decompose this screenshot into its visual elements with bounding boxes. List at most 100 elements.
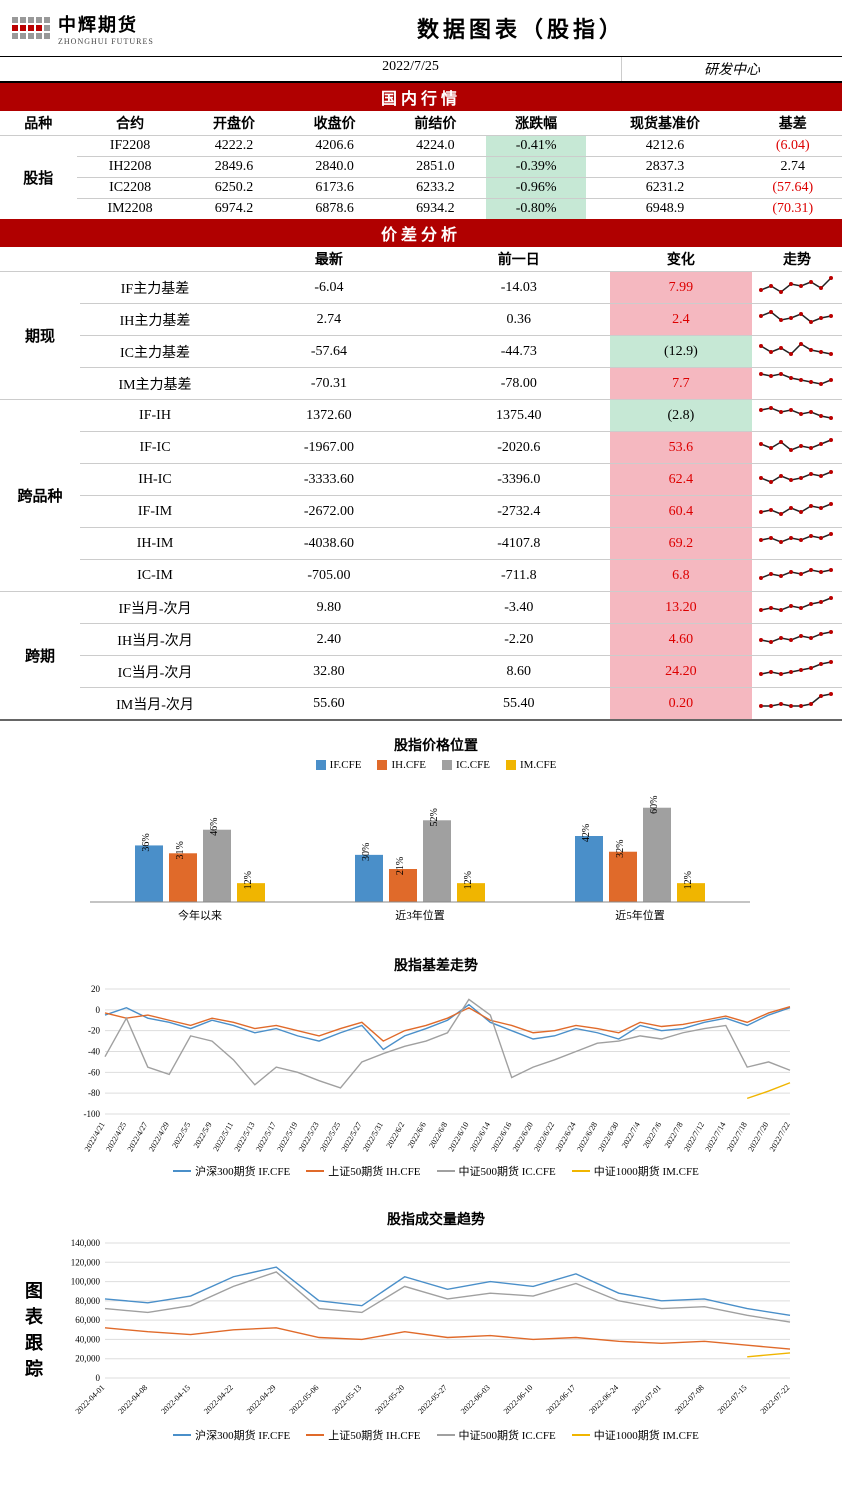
svg-text:-60: -60 <box>88 1067 100 1077</box>
svg-text:0: 0 <box>96 1373 101 1383</box>
svg-text:2022/5/23: 2022/5/23 <box>297 1121 321 1154</box>
svg-text:2022/6/28: 2022/6/28 <box>575 1121 599 1154</box>
line2-legend: 沪深300期货 IF.CFE上证50期货 IH.CFE中证500期货 IC.CF… <box>60 1427 812 1443</box>
col-header: 品种 <box>0 111 77 136</box>
bar-chart: 36%31%46%12%今年以来30%21%52%12%近3年位置42%32%6… <box>60 777 780 927</box>
svg-text:2022-04-15: 2022-04-15 <box>159 1383 192 1416</box>
svg-text:2022/7/18: 2022/7/18 <box>725 1121 749 1154</box>
svg-text:2022/6/8: 2022/6/8 <box>427 1121 449 1150</box>
svg-text:2022-05-13: 2022-05-13 <box>331 1383 364 1416</box>
col-header: 现货基准价 <box>586 111 743 136</box>
svg-text:2022/4/25: 2022/4/25 <box>104 1121 128 1154</box>
report-date: 2022/7/25 <box>200 57 622 81</box>
table-row: IC-IM-705.00-711.86.8 <box>0 560 842 592</box>
bar-chart-block: 股指价格位置 IF.CFEIH.CFEIC.CFEIM.CFE 36%31%46… <box>0 721 842 941</box>
svg-text:80,000: 80,000 <box>75 1296 100 1306</box>
svg-text:2022/7/8: 2022/7/8 <box>663 1121 685 1150</box>
svg-text:2022-07-15: 2022-07-15 <box>716 1383 749 1416</box>
svg-text:2022/5/27: 2022/5/27 <box>340 1121 364 1154</box>
svg-text:2022-07-01: 2022-07-01 <box>630 1383 663 1416</box>
table-row: 跨期IF当月-次月9.80-3.4013.20 <box>0 592 842 624</box>
table-row: IM主力基差-70.31-78.007.7 <box>0 368 842 400</box>
section2-title: 价差分析 <box>0 219 842 247</box>
col-header: 开盘价 <box>184 111 285 136</box>
table-row: IF-IM-2672.00-2732.460.4 <box>0 496 842 528</box>
logo-cn: 中辉期货 <box>58 11 154 37</box>
line1-legend: 沪深300期货 IF.CFE上证50期货 IH.CFE中证500期货 IC.CF… <box>60 1163 812 1179</box>
svg-text:30%: 30% <box>361 843 372 861</box>
svg-text:2022/6/20: 2022/6/20 <box>511 1121 535 1154</box>
svg-text:60%: 60% <box>649 796 660 814</box>
svg-text:2022-06-24: 2022-06-24 <box>587 1383 620 1416</box>
svg-text:2022/7/22: 2022/7/22 <box>768 1121 792 1154</box>
svg-text:20: 20 <box>91 984 101 994</box>
bar-legend: IF.CFEIH.CFEIC.CFEIM.CFE <box>60 759 812 771</box>
svg-text:2022/4/21: 2022/4/21 <box>83 1121 107 1154</box>
svg-text:2022/7/6: 2022/7/6 <box>641 1121 663 1150</box>
svg-text:2022-06-03: 2022-06-03 <box>459 1383 492 1416</box>
table-row: IH主力基差2.740.362.4 <box>0 304 842 336</box>
svg-text:2022-04-01: 2022-04-01 <box>74 1383 107 1416</box>
svg-text:2022-05-06: 2022-05-06 <box>288 1383 321 1416</box>
svg-text:12%: 12% <box>683 871 694 889</box>
svg-text:2022/5/13: 2022/5/13 <box>233 1121 257 1154</box>
table-row: IC22086250.26173.66233.2-0.96%6231.2(57.… <box>0 178 842 199</box>
svg-text:120,000: 120,000 <box>71 1257 101 1267</box>
svg-text:2022-04-29: 2022-04-29 <box>245 1383 278 1416</box>
table-row: IF-IC-1967.00-2020.653.6 <box>0 432 842 464</box>
category-cell: 跨期 <box>0 592 80 720</box>
dept-label: 研发中心 <box>622 57 842 81</box>
category-cell: 股指 <box>0 136 77 220</box>
line1-title: 股指基差走势 <box>60 955 812 975</box>
svg-text:2022/5/25: 2022/5/25 <box>318 1121 342 1154</box>
logo-icon <box>12 17 50 39</box>
svg-text:20,000: 20,000 <box>75 1354 100 1364</box>
svg-text:近5年位置: 近5年位置 <box>615 908 665 922</box>
table-row: 期现IF主力基差-6.04-14.037.99 <box>0 272 842 304</box>
svg-text:2022/5/31: 2022/5/31 <box>361 1121 385 1154</box>
basis-line-chart: -100-80-60-40-200202022/4/212022/4/25202… <box>60 979 800 1159</box>
logo: 中辉期货 ZHONGHUI FUTURES <box>0 3 200 54</box>
svg-text:2022/6/24: 2022/6/24 <box>554 1121 578 1154</box>
svg-text:2022-04-08: 2022-04-08 <box>116 1383 149 1416</box>
svg-text:2022/6/22: 2022/6/22 <box>532 1121 556 1154</box>
category-cell: 期现 <box>0 272 80 400</box>
svg-text:2022/6/2: 2022/6/2 <box>384 1121 406 1150</box>
svg-text:36%: 36% <box>141 833 152 851</box>
side-label: 图表跟踪 <box>20 1281 46 1385</box>
market-table: 品种合约开盘价收盘价前结价涨跌幅现货基准价基差 股指IF22084222.242… <box>0 111 842 219</box>
svg-text:32%: 32% <box>615 840 626 858</box>
col-header: 前结价 <box>385 111 486 136</box>
svg-text:2022/6/30: 2022/6/30 <box>596 1121 620 1154</box>
svg-text:2022-06-10: 2022-06-10 <box>502 1383 535 1416</box>
col-header: 收盘价 <box>284 111 385 136</box>
table-row: IH-IM-4038.60-4107.869.2 <box>0 528 842 560</box>
svg-text:今年以来: 今年以来 <box>178 908 222 922</box>
line2-block: 股指成交量趋势 020,00040,00060,00080,000100,000… <box>0 1195 842 1459</box>
svg-text:2022/5/11: 2022/5/11 <box>211 1121 235 1153</box>
svg-text:-80: -80 <box>88 1088 100 1098</box>
volume-line-chart: 020,00040,00060,00080,000100,000120,0001… <box>60 1233 800 1423</box>
charts-section: 股指价格位置 IF.CFEIH.CFEIC.CFEIM.CFE 36%31%46… <box>0 719 842 1459</box>
svg-text:2022-05-27: 2022-05-27 <box>416 1383 449 1416</box>
table-row: IM当月-次月55.6055.400.20 <box>0 688 842 720</box>
svg-text:31%: 31% <box>175 841 186 859</box>
svg-text:2022-06-17: 2022-06-17 <box>545 1383 578 1416</box>
svg-text:52%: 52% <box>429 808 440 826</box>
svg-text:2022/6/16: 2022/6/16 <box>489 1121 513 1154</box>
svg-text:2022/6/6: 2022/6/6 <box>406 1121 428 1150</box>
svg-text:2022/5/5: 2022/5/5 <box>170 1121 192 1150</box>
table-row: IH当月-次月2.40-2.204.60 <box>0 624 842 656</box>
section1-title: 国内行情 <box>0 83 842 111</box>
table-row: IH22082849.62840.02851.0-0.39%2837.32.74 <box>0 157 842 178</box>
svg-text:2022/5/17: 2022/5/17 <box>254 1121 278 1154</box>
svg-text:2022/6/10: 2022/6/10 <box>447 1121 471 1154</box>
col-header: 基差 <box>744 111 842 136</box>
svg-text:60,000: 60,000 <box>75 1315 100 1325</box>
svg-text:2022/7/20: 2022/7/20 <box>746 1121 770 1154</box>
svg-text:21%: 21% <box>395 857 406 875</box>
table-row: IC当月-次月32.808.6024.20 <box>0 656 842 688</box>
svg-text:0: 0 <box>96 1005 101 1015</box>
svg-text:40,000: 40,000 <box>75 1334 100 1344</box>
svg-text:2022/7/14: 2022/7/14 <box>703 1121 727 1154</box>
